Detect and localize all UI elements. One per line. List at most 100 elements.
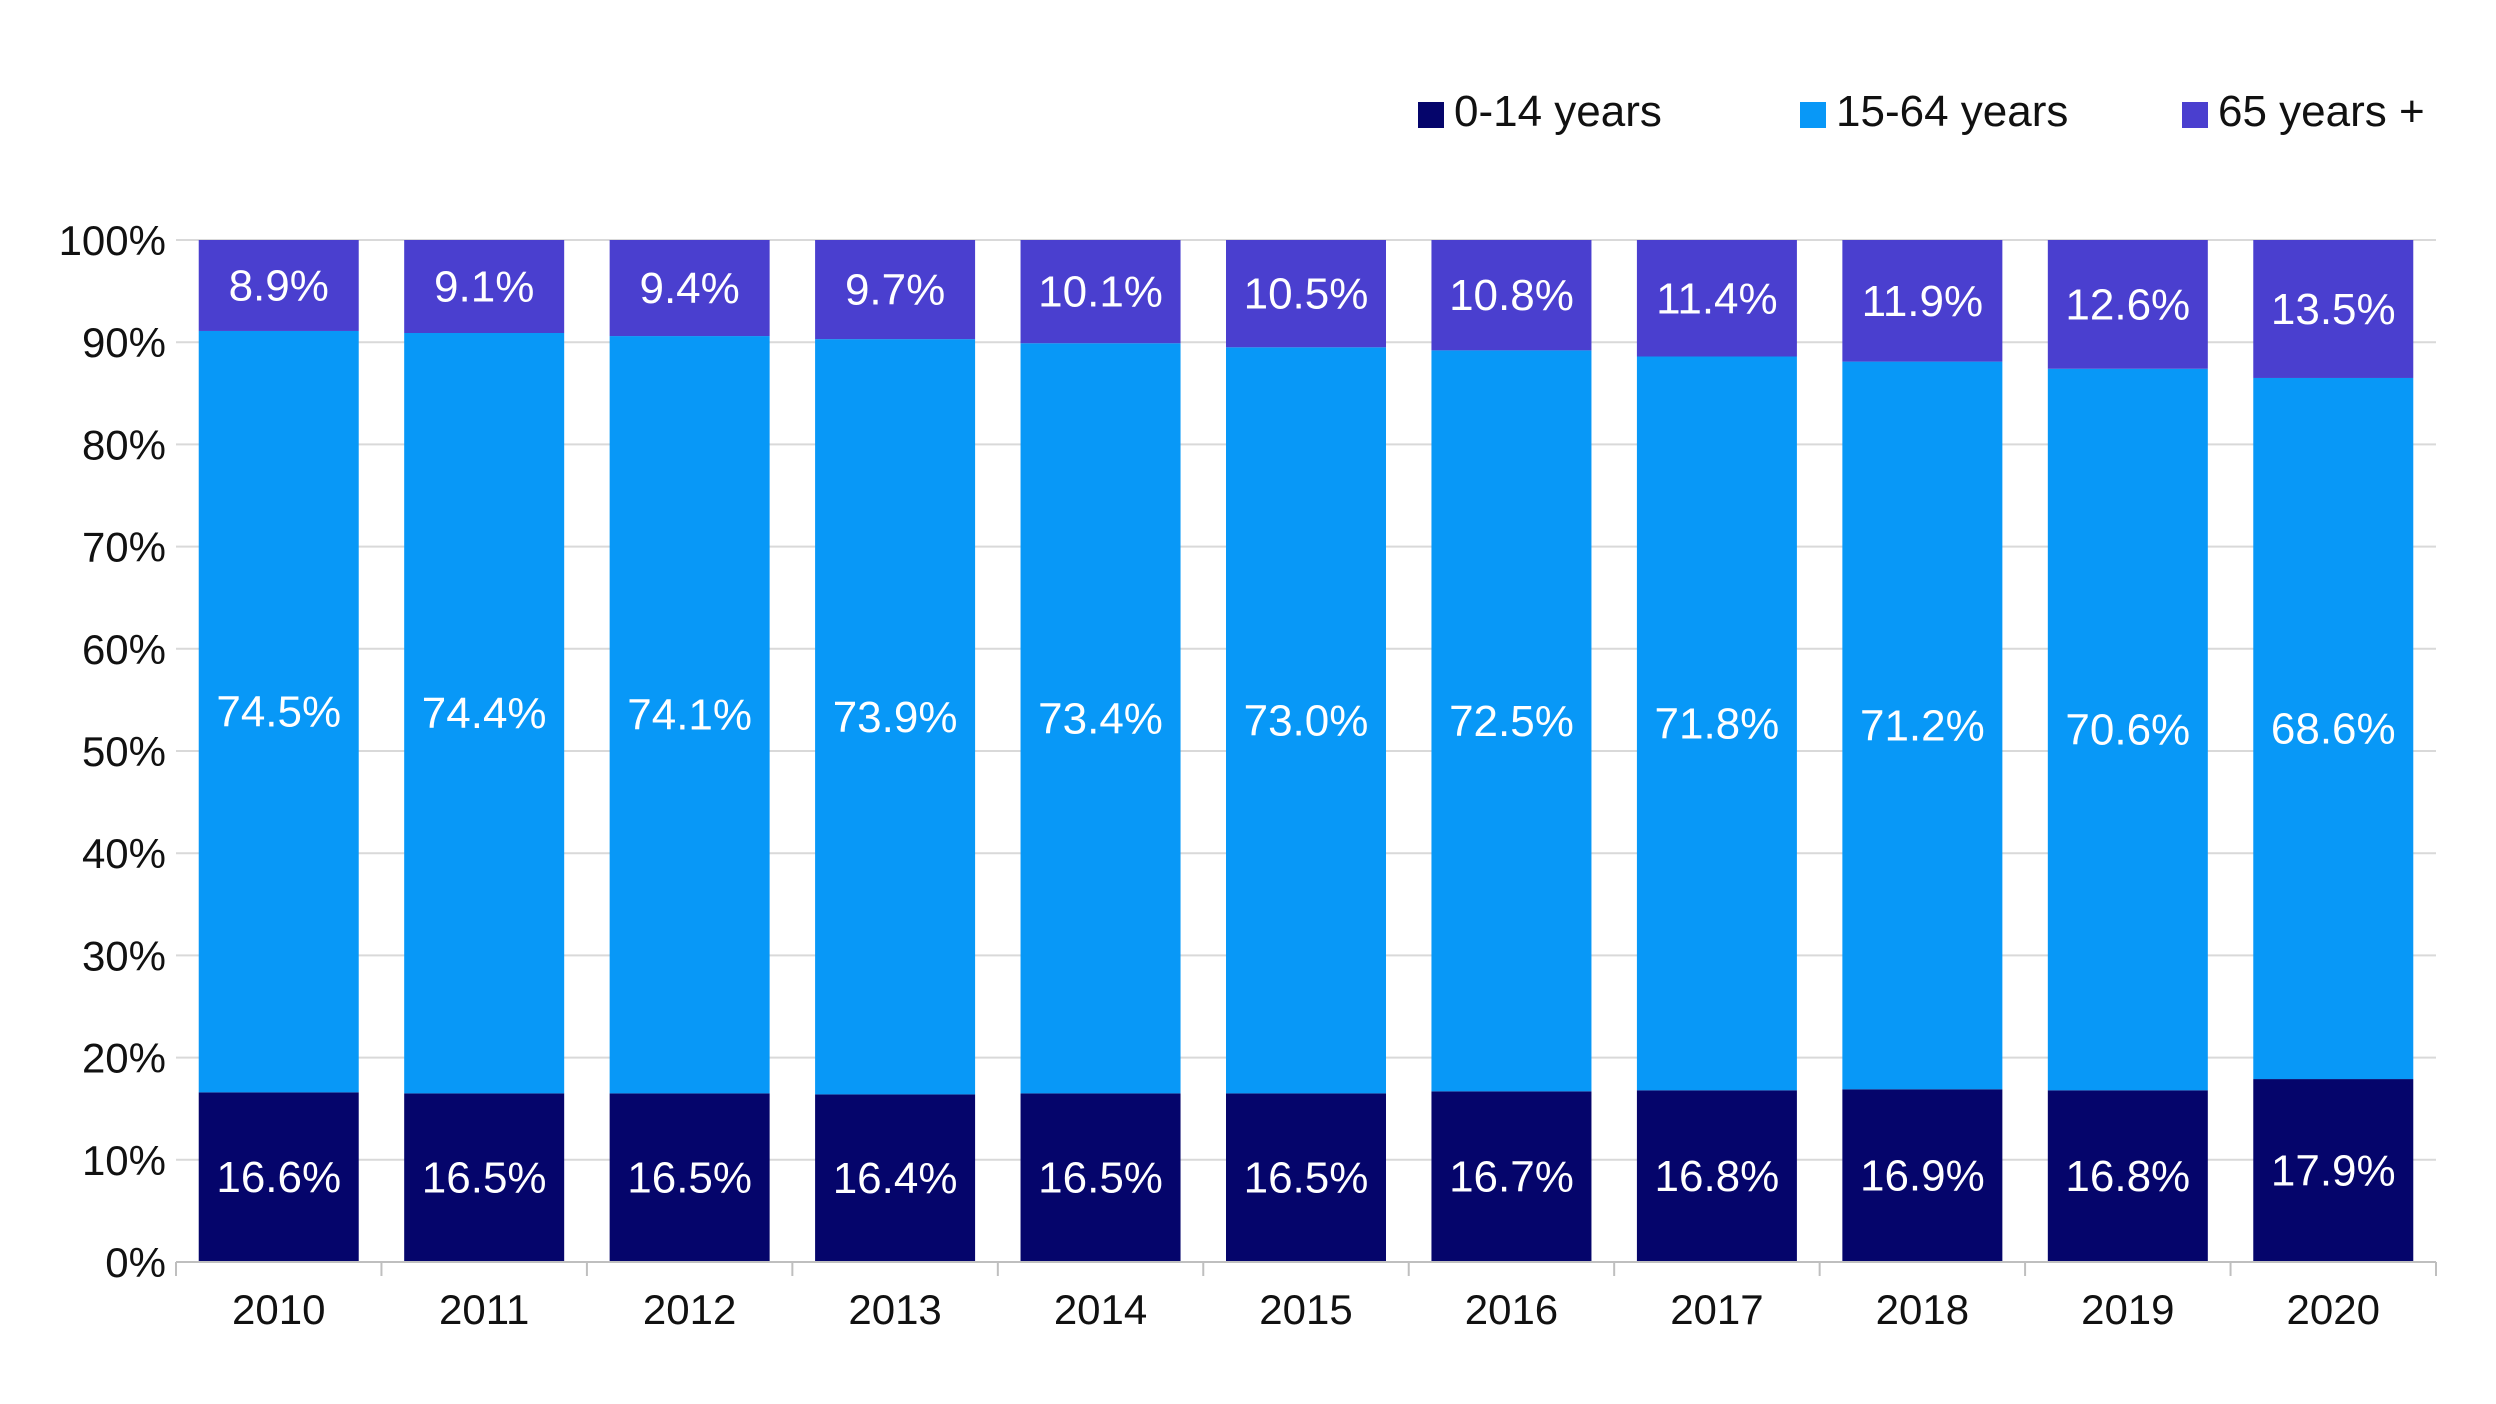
bar-segment — [2047, 1090, 2208, 1262]
data-label: 71.2% — [1860, 701, 1985, 750]
data-label: 16.5% — [1038, 1154, 1163, 1203]
bar-segment — [1636, 240, 1797, 357]
data-label: 73.4% — [1038, 694, 1163, 743]
bar-segment — [1431, 350, 1592, 1092]
x-tick-label: 2014 — [1054, 1286, 1147, 1333]
bar-segment — [1226, 1093, 1386, 1262]
bar-segment — [2253, 240, 2414, 378]
y-tick-label: 80% — [82, 421, 166, 468]
legend-swatch — [1800, 102, 1826, 128]
bar-segment — [609, 336, 770, 1094]
data-label: 73.9% — [833, 693, 958, 742]
bar-segment — [198, 1092, 359, 1262]
bar-segment — [404, 1093, 565, 1262]
bar-segment — [1842, 361, 2003, 1090]
bar-segment — [1636, 356, 1797, 1091]
x-tick-label: 2018 — [1876, 1286, 1969, 1333]
bar-segment — [2253, 1079, 2414, 1262]
x-tick-label: 2019 — [2081, 1286, 2174, 1333]
x-tick-label: 2017 — [1670, 1286, 1763, 1333]
bars — [198, 240, 2414, 1262]
legend-label: 0-14 years — [1454, 87, 1662, 136]
bar-segment — [1842, 240, 2003, 362]
x-tick-label: 2013 — [848, 1286, 941, 1333]
bar-segment — [1431, 1091, 1592, 1262]
data-label: 9.7% — [845, 266, 945, 315]
bar-segment — [2047, 240, 2208, 369]
data-label: 16.5% — [1244, 1154, 1369, 1203]
bar-segment — [1226, 347, 1386, 1094]
x-tick-label: 2012 — [643, 1286, 736, 1333]
y-axis: 0% 10% 20% 30% 40% 50% 60% 70% 80% 90% 100% — [59, 217, 166, 1286]
bar-segment — [815, 1094, 976, 1262]
bar-segment — [1020, 240, 1181, 344]
y-tick-label: 50% — [82, 728, 166, 775]
data-label: 70.6% — [2065, 706, 2190, 755]
data-label: 16.7% — [1449, 1153, 1574, 1202]
y-tick-label: 0% — [105, 1239, 166, 1286]
data-label: 9.1% — [434, 263, 534, 312]
bar-segment — [1636, 1090, 1797, 1262]
data-label: 10.5% — [1244, 270, 1369, 319]
bar-segment — [2047, 368, 2208, 1091]
data-label: 74.1% — [627, 691, 752, 740]
legend-label: 15-64 years — [1836, 87, 2068, 136]
data-label: 12.6% — [2065, 280, 2190, 329]
data-label: 73.0% — [1244, 696, 1369, 745]
data-label: 10.1% — [1038, 268, 1163, 317]
data-label: 72.5% — [1449, 697, 1574, 746]
y-tick-label: 100% — [59, 217, 166, 264]
data-labels: 16.6% 74.5% 8.9% 16.5% 74.4% 9.1% 16.5% 74.1% 9.… — [216, 261, 2395, 1203]
legend-swatch — [1418, 102, 1444, 128]
legend-label: 65 years + — [2218, 87, 2425, 136]
data-label: 10.8% — [1449, 271, 1574, 320]
data-label: 9.4% — [639, 264, 739, 313]
y-tick-label: 30% — [82, 932, 166, 979]
bar-segment — [609, 1093, 770, 1262]
data-label: 11.9% — [1862, 277, 1984, 326]
data-label: 68.6% — [2271, 705, 2396, 754]
data-label: 71.8% — [1655, 699, 1780, 748]
bar-segment — [815, 339, 976, 1095]
x-axis: 2010 2011 2012 2013 2014 2015 2016 2017 2018 2019… — [175, 1261, 2437, 1333]
y-tick-label: 60% — [82, 626, 166, 673]
bar-segment — [404, 240, 565, 334]
data-label: 8.9% — [229, 261, 329, 310]
bar-segment — [1020, 343, 1181, 1094]
x-tick-label: 2015 — [1259, 1286, 1352, 1333]
bar-segment — [1020, 1093, 1181, 1262]
y-tick-label: 90% — [82, 319, 166, 366]
bar-segment — [2253, 377, 2414, 1080]
x-tick-label: 2011 — [439, 1286, 529, 1333]
bar-segment — [1842, 1089, 2003, 1262]
x-tick-label: 2010 — [232, 1286, 325, 1333]
data-label: 13.5% — [2271, 285, 2396, 334]
data-label: 74.5% — [216, 688, 341, 737]
legend-swatch — [2182, 102, 2208, 128]
y-tick-label: 40% — [82, 830, 166, 877]
legend: 0-14 years 15-64 years 65 years + — [1418, 87, 2425, 136]
y-tick-label: 20% — [82, 1035, 166, 1082]
data-label: 17.9% — [2271, 1147, 2396, 1196]
y-tick-label: 10% — [82, 1137, 166, 1184]
bar-segment — [404, 333, 565, 1094]
y-tick-label: 70% — [82, 524, 166, 571]
bar-segment — [1226, 240, 1386, 348]
data-label: 16.8% — [1655, 1152, 1780, 1201]
data-label: 11.4% — [1656, 274, 1778, 323]
data-label: 16.5% — [422, 1154, 547, 1203]
bar-segment — [1431, 240, 1592, 351]
x-tick-label: 2020 — [2287, 1286, 2380, 1333]
data-label: 16.5% — [627, 1154, 752, 1203]
x-tick-label: 2016 — [1465, 1286, 1558, 1333]
data-label: 16.8% — [2065, 1152, 2190, 1201]
bar-segment — [198, 240, 359, 331]
bar-segment — [609, 240, 770, 337]
data-label: 16.6% — [216, 1153, 341, 1202]
bar-segment — [198, 330, 359, 1093]
data-label: 16.9% — [1860, 1152, 1985, 1201]
data-label: 74.4% — [422, 689, 547, 738]
data-label: 16.4% — [833, 1154, 958, 1203]
